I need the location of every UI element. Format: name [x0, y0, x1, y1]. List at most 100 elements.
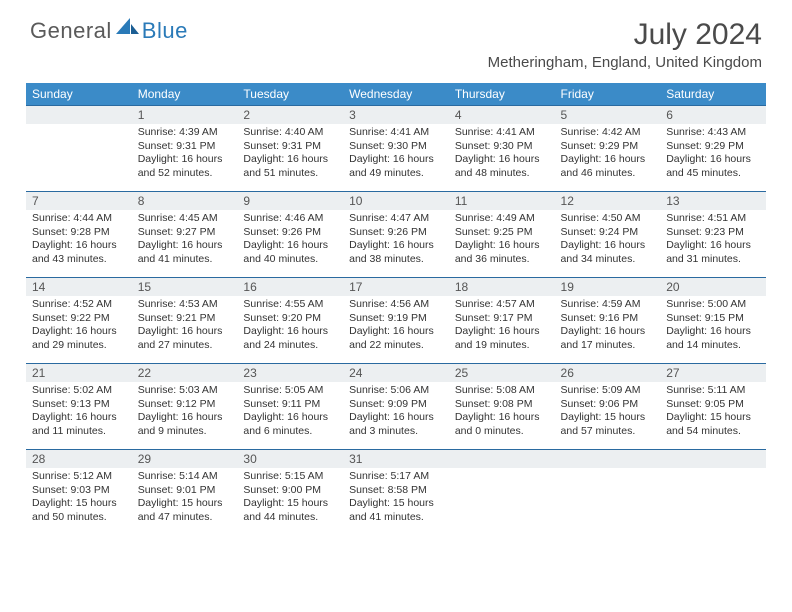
daylight-text: Daylight: 15 hours and 54 minutes. — [666, 411, 760, 438]
day-details: Sunrise: 5:05 AMSunset: 9:11 PMDaylight:… — [237, 382, 343, 443]
day-details: Sunrise: 4:41 AMSunset: 9:30 PMDaylight:… — [449, 124, 555, 185]
day-number: 15 — [132, 278, 238, 296]
day-details: Sunrise: 4:45 AMSunset: 9:27 PMDaylight:… — [132, 210, 238, 271]
sunrise-text: Sunrise: 5:11 AM — [666, 384, 760, 398]
sunset-text: Sunset: 9:05 PM — [666, 398, 760, 412]
day-number: 25 — [449, 364, 555, 382]
day-details: Sunrise: 4:51 AMSunset: 9:23 PMDaylight:… — [660, 210, 766, 271]
sunset-text: Sunset: 9:11 PM — [243, 398, 337, 412]
day-details: Sunrise: 5:09 AMSunset: 9:06 PMDaylight:… — [555, 382, 661, 443]
day-number: 17 — [343, 278, 449, 296]
daylight-text: Daylight: 16 hours and 27 minutes. — [138, 325, 232, 352]
logo-text-blue: Blue — [142, 18, 188, 44]
day-cell: 17Sunrise: 4:56 AMSunset: 9:19 PMDayligh… — [343, 278, 449, 364]
day-number: 20 — [660, 278, 766, 296]
sunset-text: Sunset: 9:17 PM — [455, 312, 549, 326]
day-cell: 25Sunrise: 5:08 AMSunset: 9:08 PMDayligh… — [449, 364, 555, 450]
day-number: 19 — [555, 278, 661, 296]
day-number: 18 — [449, 278, 555, 296]
day-cell: 19Sunrise: 4:59 AMSunset: 9:16 PMDayligh… — [555, 278, 661, 364]
day-number: 26 — [555, 364, 661, 382]
sunrise-text: Sunrise: 5:12 AM — [32, 470, 126, 484]
daylight-text: Daylight: 16 hours and 11 minutes. — [32, 411, 126, 438]
daylight-text: Daylight: 15 hours and 44 minutes. — [243, 497, 337, 524]
day-number: 21 — [26, 364, 132, 382]
day-header: Thursday — [449, 83, 555, 106]
daylight-text: Daylight: 16 hours and 29 minutes. — [32, 325, 126, 352]
day-details: Sunrise: 4:42 AMSunset: 9:29 PMDaylight:… — [555, 124, 661, 185]
day-cell: 13Sunrise: 4:51 AMSunset: 9:23 PMDayligh… — [660, 192, 766, 278]
day-header-row: SundayMondayTuesdayWednesdayThursdayFrid… — [26, 83, 766, 106]
daylight-text: Daylight: 16 hours and 36 minutes. — [455, 239, 549, 266]
day-details: Sunrise: 4:57 AMSunset: 9:17 PMDaylight:… — [449, 296, 555, 357]
month-title: July 2024 — [488, 18, 762, 52]
day-cell: 11Sunrise: 4:49 AMSunset: 9:25 PMDayligh… — [449, 192, 555, 278]
day-cell: 14Sunrise: 4:52 AMSunset: 9:22 PMDayligh… — [26, 278, 132, 364]
daylight-text: Daylight: 15 hours and 47 minutes. — [138, 497, 232, 524]
day-number: 14 — [26, 278, 132, 296]
week-row: 28Sunrise: 5:12 AMSunset: 9:03 PMDayligh… — [26, 450, 766, 536]
day-cell: 2Sunrise: 4:40 AMSunset: 9:31 PMDaylight… — [237, 106, 343, 192]
sunrise-text: Sunrise: 4:52 AM — [32, 298, 126, 312]
sunset-text: Sunset: 9:01 PM — [138, 484, 232, 498]
sunrise-text: Sunrise: 4:47 AM — [349, 212, 443, 226]
calendar-body: 1Sunrise: 4:39 AMSunset: 9:31 PMDaylight… — [26, 106, 766, 536]
sunrise-text: Sunrise: 4:57 AM — [455, 298, 549, 312]
sunset-text: Sunset: 9:24 PM — [561, 226, 655, 240]
day-cell: 15Sunrise: 4:53 AMSunset: 9:21 PMDayligh… — [132, 278, 238, 364]
daylight-text: Daylight: 16 hours and 9 minutes. — [138, 411, 232, 438]
day-cell — [26, 106, 132, 192]
day-details: Sunrise: 4:43 AMSunset: 9:29 PMDaylight:… — [660, 124, 766, 185]
day-number: 31 — [343, 450, 449, 468]
sunrise-text: Sunrise: 5:05 AM — [243, 384, 337, 398]
day-cell: 27Sunrise: 5:11 AMSunset: 9:05 PMDayligh… — [660, 364, 766, 450]
week-row: 21Sunrise: 5:02 AMSunset: 9:13 PMDayligh… — [26, 364, 766, 450]
day-cell: 9Sunrise: 4:46 AMSunset: 9:26 PMDaylight… — [237, 192, 343, 278]
day-number: 10 — [343, 192, 449, 210]
day-details: Sunrise: 5:12 AMSunset: 9:03 PMDaylight:… — [26, 468, 132, 529]
day-number — [26, 106, 132, 124]
sunset-text: Sunset: 9:19 PM — [349, 312, 443, 326]
daylight-text: Daylight: 16 hours and 3 minutes. — [349, 411, 443, 438]
week-row: 1Sunrise: 4:39 AMSunset: 9:31 PMDaylight… — [26, 106, 766, 192]
day-number: 3 — [343, 106, 449, 124]
day-number: 1 — [132, 106, 238, 124]
day-number: 2 — [237, 106, 343, 124]
daylight-text: Daylight: 16 hours and 31 minutes. — [666, 239, 760, 266]
sunset-text: Sunset: 9:26 PM — [243, 226, 337, 240]
day-cell: 4Sunrise: 4:41 AMSunset: 9:30 PMDaylight… — [449, 106, 555, 192]
day-details: Sunrise: 5:15 AMSunset: 9:00 PMDaylight:… — [237, 468, 343, 529]
daylight-text: Daylight: 15 hours and 50 minutes. — [32, 497, 126, 524]
day-number: 30 — [237, 450, 343, 468]
sunrise-text: Sunrise: 5:17 AM — [349, 470, 443, 484]
sunrise-text: Sunrise: 4:39 AM — [138, 126, 232, 140]
calendar-table: SundayMondayTuesdayWednesdayThursdayFrid… — [26, 83, 766, 536]
sunrise-text: Sunrise: 5:06 AM — [349, 384, 443, 398]
day-details: Sunrise: 4:39 AMSunset: 9:31 PMDaylight:… — [132, 124, 238, 185]
day-number: 23 — [237, 364, 343, 382]
page-header: General Blue July 2024 Metheringham, Eng… — [0, 0, 792, 75]
day-cell: 20Sunrise: 5:00 AMSunset: 9:15 PMDayligh… — [660, 278, 766, 364]
sunrise-text: Sunrise: 4:53 AM — [138, 298, 232, 312]
sunset-text: Sunset: 9:29 PM — [666, 140, 760, 154]
logo-sail-icon — [116, 18, 140, 36]
day-number: 6 — [660, 106, 766, 124]
day-details: Sunrise: 5:06 AMSunset: 9:09 PMDaylight:… — [343, 382, 449, 443]
sunrise-text: Sunrise: 4:41 AM — [455, 126, 549, 140]
day-details: Sunrise: 5:00 AMSunset: 9:15 PMDaylight:… — [660, 296, 766, 357]
sunrise-text: Sunrise: 4:42 AM — [561, 126, 655, 140]
sunset-text: Sunset: 9:03 PM — [32, 484, 126, 498]
sunset-text: Sunset: 9:20 PM — [243, 312, 337, 326]
day-cell: 23Sunrise: 5:05 AMSunset: 9:11 PMDayligh… — [237, 364, 343, 450]
daylight-text: Daylight: 16 hours and 6 minutes. — [243, 411, 337, 438]
day-details: Sunrise: 4:46 AMSunset: 9:26 PMDaylight:… — [237, 210, 343, 271]
day-number: 5 — [555, 106, 661, 124]
daylight-text: Daylight: 16 hours and 22 minutes. — [349, 325, 443, 352]
day-number: 11 — [449, 192, 555, 210]
day-details: Sunrise: 5:03 AMSunset: 9:12 PMDaylight:… — [132, 382, 238, 443]
day-header: Monday — [132, 83, 238, 106]
day-details: Sunrise: 5:17 AMSunset: 8:58 PMDaylight:… — [343, 468, 449, 529]
sunrise-text: Sunrise: 5:09 AM — [561, 384, 655, 398]
day-details: Sunrise: 5:14 AMSunset: 9:01 PMDaylight:… — [132, 468, 238, 529]
daylight-text: Daylight: 15 hours and 41 minutes. — [349, 497, 443, 524]
